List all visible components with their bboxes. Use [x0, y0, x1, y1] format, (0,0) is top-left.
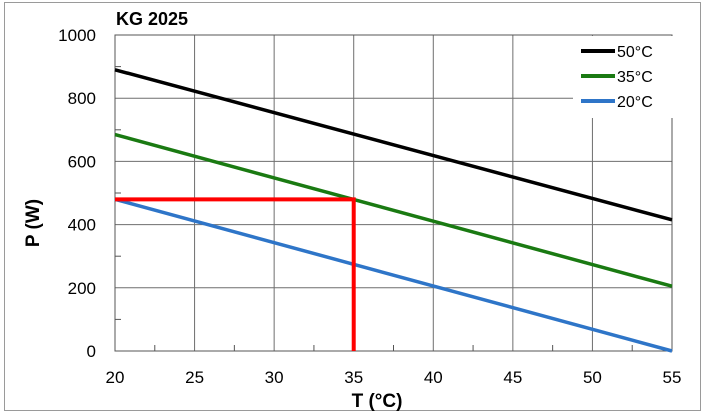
legend-label-0: 50°C: [617, 44, 653, 61]
x-tick-label-6: 50: [583, 368, 602, 387]
annotation-line: [115, 197, 356, 351]
x-tick-labels: 20 25 30 35 40 45 50 55: [106, 368, 682, 387]
x-tick-label-2: 30: [265, 368, 284, 387]
y-tick-label-5: 1000: [58, 26, 96, 45]
annotation-layer: [115, 197, 356, 351]
series-line-20c: [114, 197, 673, 353]
legend-label-1: 35°C: [617, 69, 653, 86]
y-axis-title: P (W): [23, 199, 44, 247]
x-tick-label-7: 55: [663, 368, 682, 387]
legend: 50°C 35°C 20°C: [573, 36, 675, 118]
x-tick-label-1: 25: [185, 368, 204, 387]
chart-title: KG 2025: [116, 9, 188, 29]
legend-label-2: 20°C: [617, 94, 653, 111]
x-axis-title: T (°C): [352, 391, 403, 412]
y-tick-label-2: 400: [68, 216, 96, 235]
y-tick-labels: 0 200 400 600 800 1000: [58, 26, 96, 361]
x-tick-label-4: 40: [424, 368, 443, 387]
y-tick-label-1: 200: [68, 279, 96, 298]
x-tick-label-5: 45: [503, 368, 522, 387]
series-line-50c: [114, 68, 673, 222]
y-tick-label-0: 0: [87, 342, 96, 361]
series-line-35c: [114, 132, 673, 288]
minor-ticks: [115, 66, 633, 351]
x-tick-label-0: 20: [106, 368, 125, 387]
y-tick-label-4: 800: [68, 89, 96, 108]
series-layer: [114, 68, 673, 353]
x-tick-label-3: 35: [344, 368, 363, 387]
y-tick-label-3: 600: [68, 152, 96, 171]
